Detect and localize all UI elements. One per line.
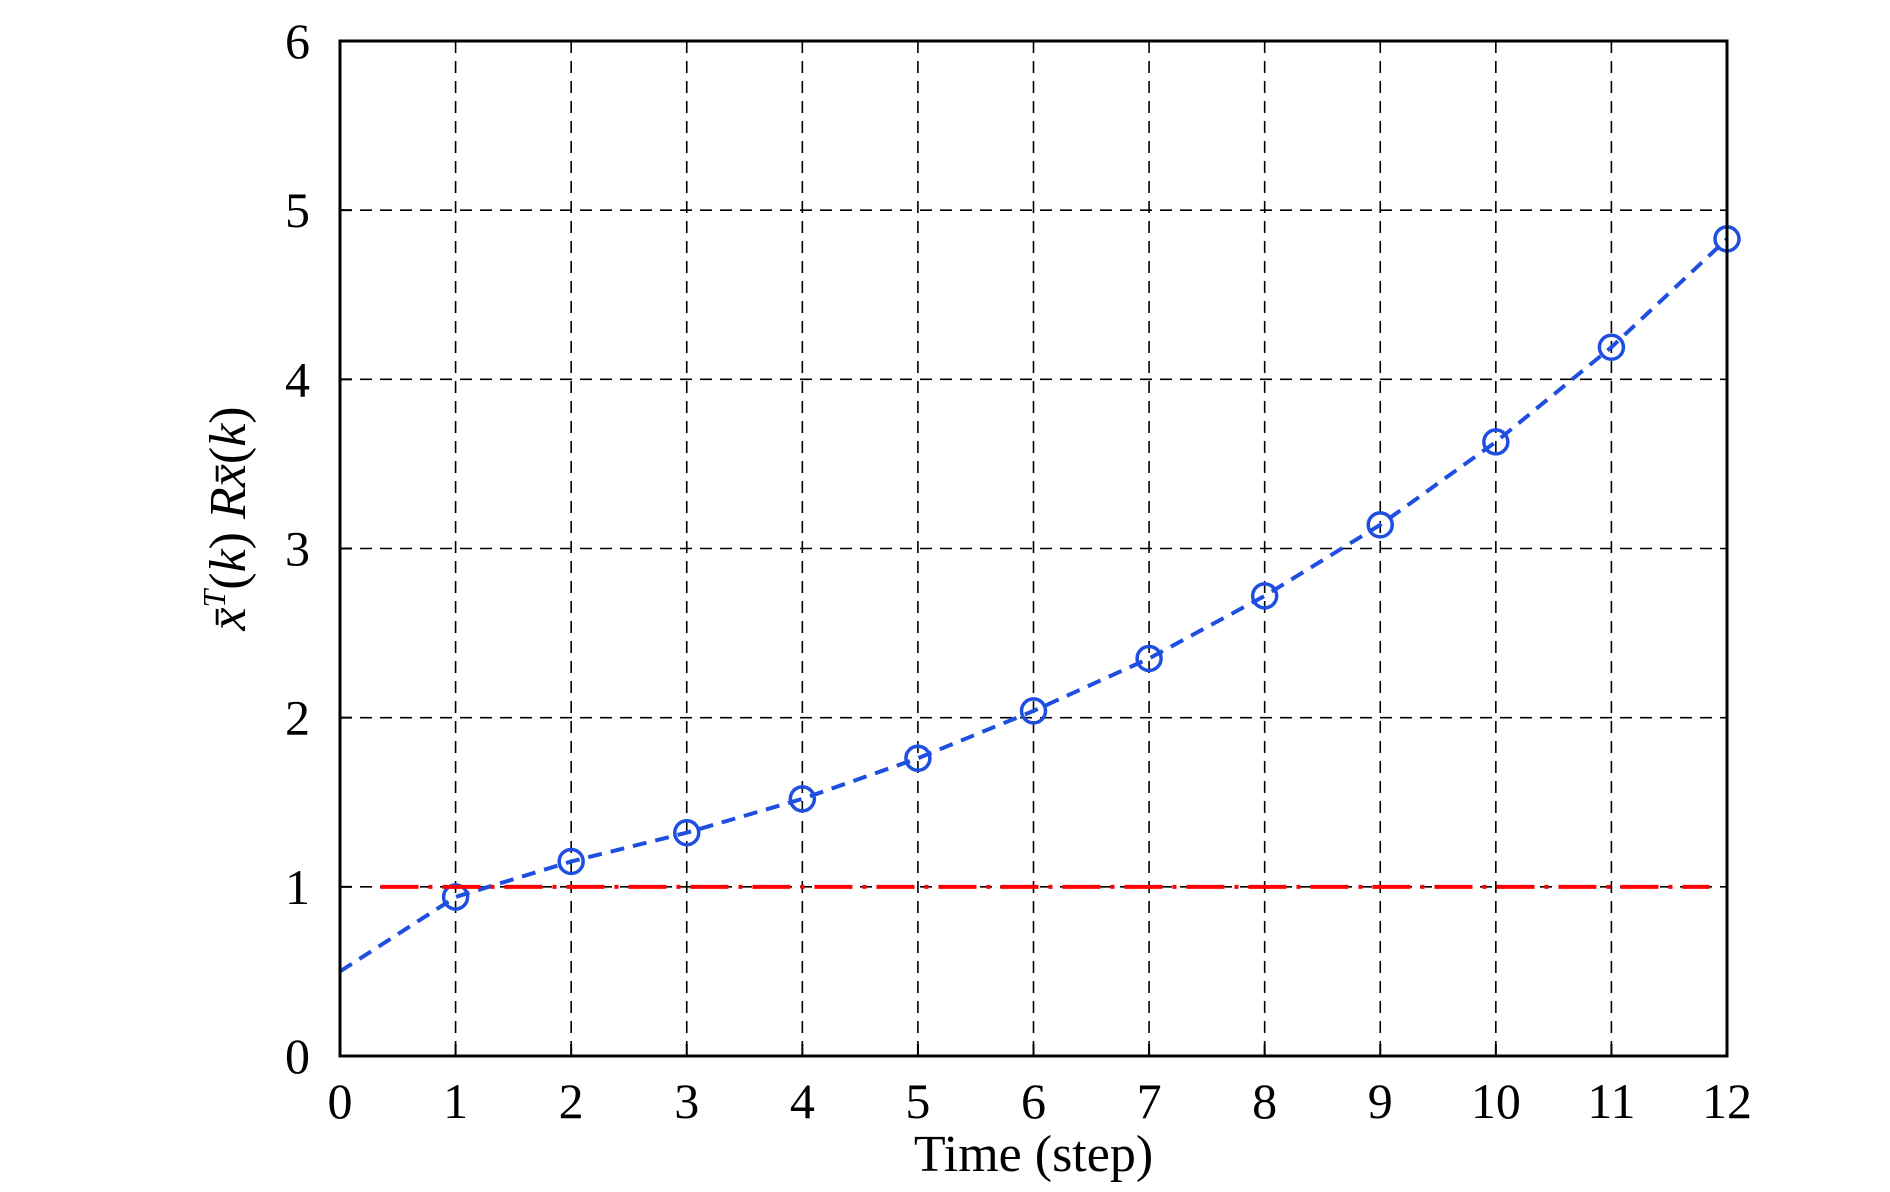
marker-point-10 — [1482, 428, 1510, 456]
x-tick-label-10: 10 — [1471, 1073, 1521, 1129]
marker-point-3 — [673, 818, 701, 847]
marker-point-9 — [1366, 511, 1394, 539]
y-tick-label-0: 0 — [285, 1028, 310, 1084]
y-tick-label-6: 6 — [285, 13, 310, 69]
y-axis-label: x̄T(k) Rx̄(k) — [196, 406, 257, 631]
x-axis-ticks: 0 1 2 3 4 5 6 7 8 9 10 11 12 — [328, 1044, 1752, 1129]
x-tick-label-12: 12 — [1702, 1073, 1752, 1129]
grid — [340, 41, 1727, 1056]
marker-point-4 — [788, 785, 817, 813]
y-label-superscript: T — [196, 588, 232, 608]
x-tick-label-11: 11 — [1587, 1073, 1635, 1129]
y-label-k-2: k — [200, 423, 257, 447]
x-tick-label-9: 9 — [1368, 1073, 1393, 1129]
y-label-k-1: k — [200, 548, 257, 572]
marker-point-5 — [904, 744, 932, 773]
y-label-xbar-2: x̄ — [200, 464, 257, 488]
x-tick-label-7: 7 — [1137, 1073, 1162, 1129]
y-tick-label-3: 3 — [285, 521, 310, 577]
y-tick-label-2: 2 — [285, 690, 310, 746]
marker-point-11 — [1597, 333, 1626, 361]
y-tick-label-1: 1 — [285, 859, 310, 915]
x-tick-label-5: 5 — [905, 1073, 930, 1129]
x-tick-label-2: 2 — [559, 1073, 584, 1129]
x-tick-label-4: 4 — [790, 1073, 815, 1129]
series-layer — [338, 225, 1741, 974]
x-tick-label-3: 3 — [674, 1073, 699, 1129]
x-tick-label-1: 1 — [443, 1073, 468, 1129]
x-tick-label-0: 0 — [328, 1073, 353, 1129]
marker-point-8 — [1250, 582, 1279, 610]
y-axis-ticks: 0 1 2 3 4 5 6 — [285, 13, 352, 1084]
marker-point-2 — [557, 847, 585, 876]
x-tick-label-8: 8 — [1252, 1073, 1277, 1129]
marker-point-7 — [1135, 644, 1163, 673]
series-growth-line — [338, 237, 1729, 974]
x-axis-label: Time (step) — [914, 1126, 1153, 1183]
y-tick-label-5: 5 — [285, 182, 310, 238]
y-label-xbar-1: x̄ — [200, 608, 257, 632]
y-label-R: R — [200, 487, 257, 520]
y-tick-label-4: 4 — [285, 351, 310, 407]
marker-point-6 — [1019, 697, 1048, 725]
x-tick-label-6: 6 — [1021, 1073, 1046, 1129]
